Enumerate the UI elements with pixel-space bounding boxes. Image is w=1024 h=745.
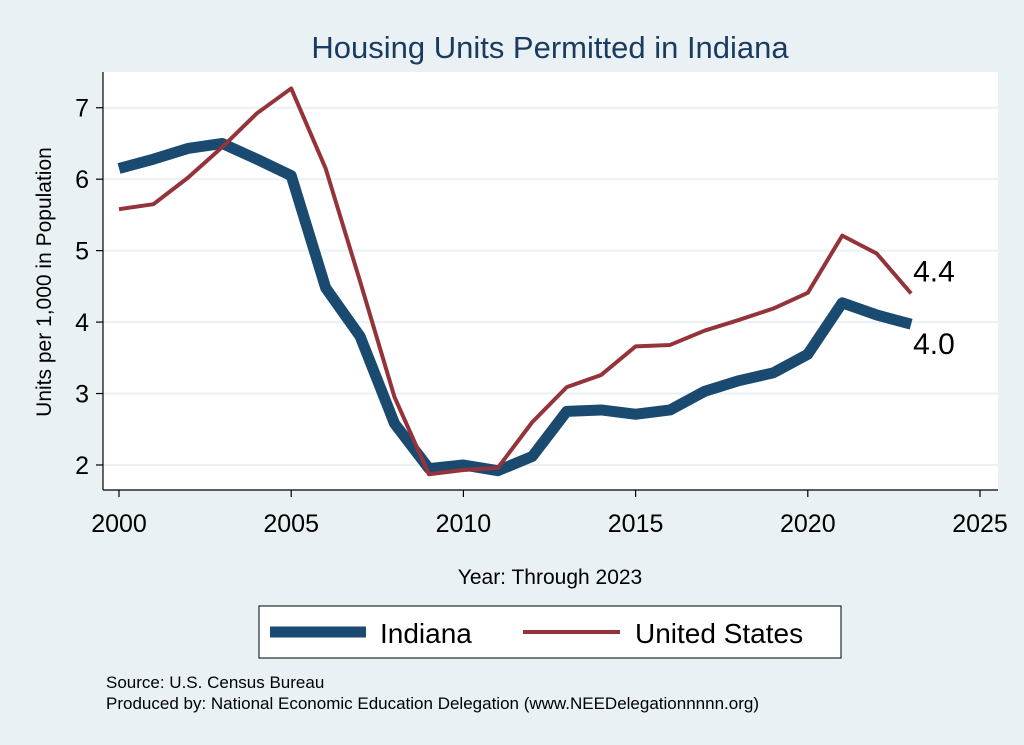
- x-axis-title: Year: Through 2023: [458, 566, 643, 589]
- x-tick-label-2000: 2000: [91, 510, 147, 538]
- y-tick-label-3: 3: [75, 381, 89, 409]
- produced-by-note: Produced by: National Economic Education…: [106, 694, 759, 713]
- chart-title: Housing Units Permitted in Indiana: [311, 30, 789, 65]
- y-tick-label-5: 5: [75, 238, 89, 266]
- x-tick-label-2005: 2005: [263, 510, 319, 538]
- end-label-indiana: 4.0: [913, 328, 955, 361]
- y-axis: 2 3 4 5 6 7: [75, 72, 104, 490]
- legend-label-united-states: United States: [635, 618, 803, 649]
- series-line-united-states: [118, 86, 913, 477]
- x-tick-label-2010: 2010: [436, 510, 492, 538]
- y-tick-label-7: 7: [75, 95, 89, 123]
- source-note: Source: U.S. Census Bureau: [106, 673, 324, 692]
- x-axis: 2000 2005 2010 2015 2020 2025: [91, 489, 1008, 538]
- gridlines: [103, 106, 998, 466]
- y-tick-label-4: 4: [75, 309, 89, 337]
- y-tick-label-2: 2: [75, 452, 89, 480]
- x-tick-label-2015: 2015: [608, 510, 664, 538]
- end-label-united-states: 4.4: [913, 256, 955, 289]
- plot-area: [103, 72, 998, 490]
- legend-label-indiana: Indiana: [380, 618, 472, 649]
- legend: Indiana United States: [258, 605, 842, 659]
- series-line-indiana: [117, 137, 913, 477]
- series-lines: [117, 86, 913, 477]
- x-tick-label-2020: 2020: [780, 510, 836, 538]
- y-axis-title: Units per 1,000 in Population: [33, 147, 56, 417]
- y-tick-label-6: 6: [75, 166, 89, 194]
- end-labels: 4.0 4.4: [913, 256, 955, 362]
- x-tick-label-2025: 2025: [952, 510, 1008, 538]
